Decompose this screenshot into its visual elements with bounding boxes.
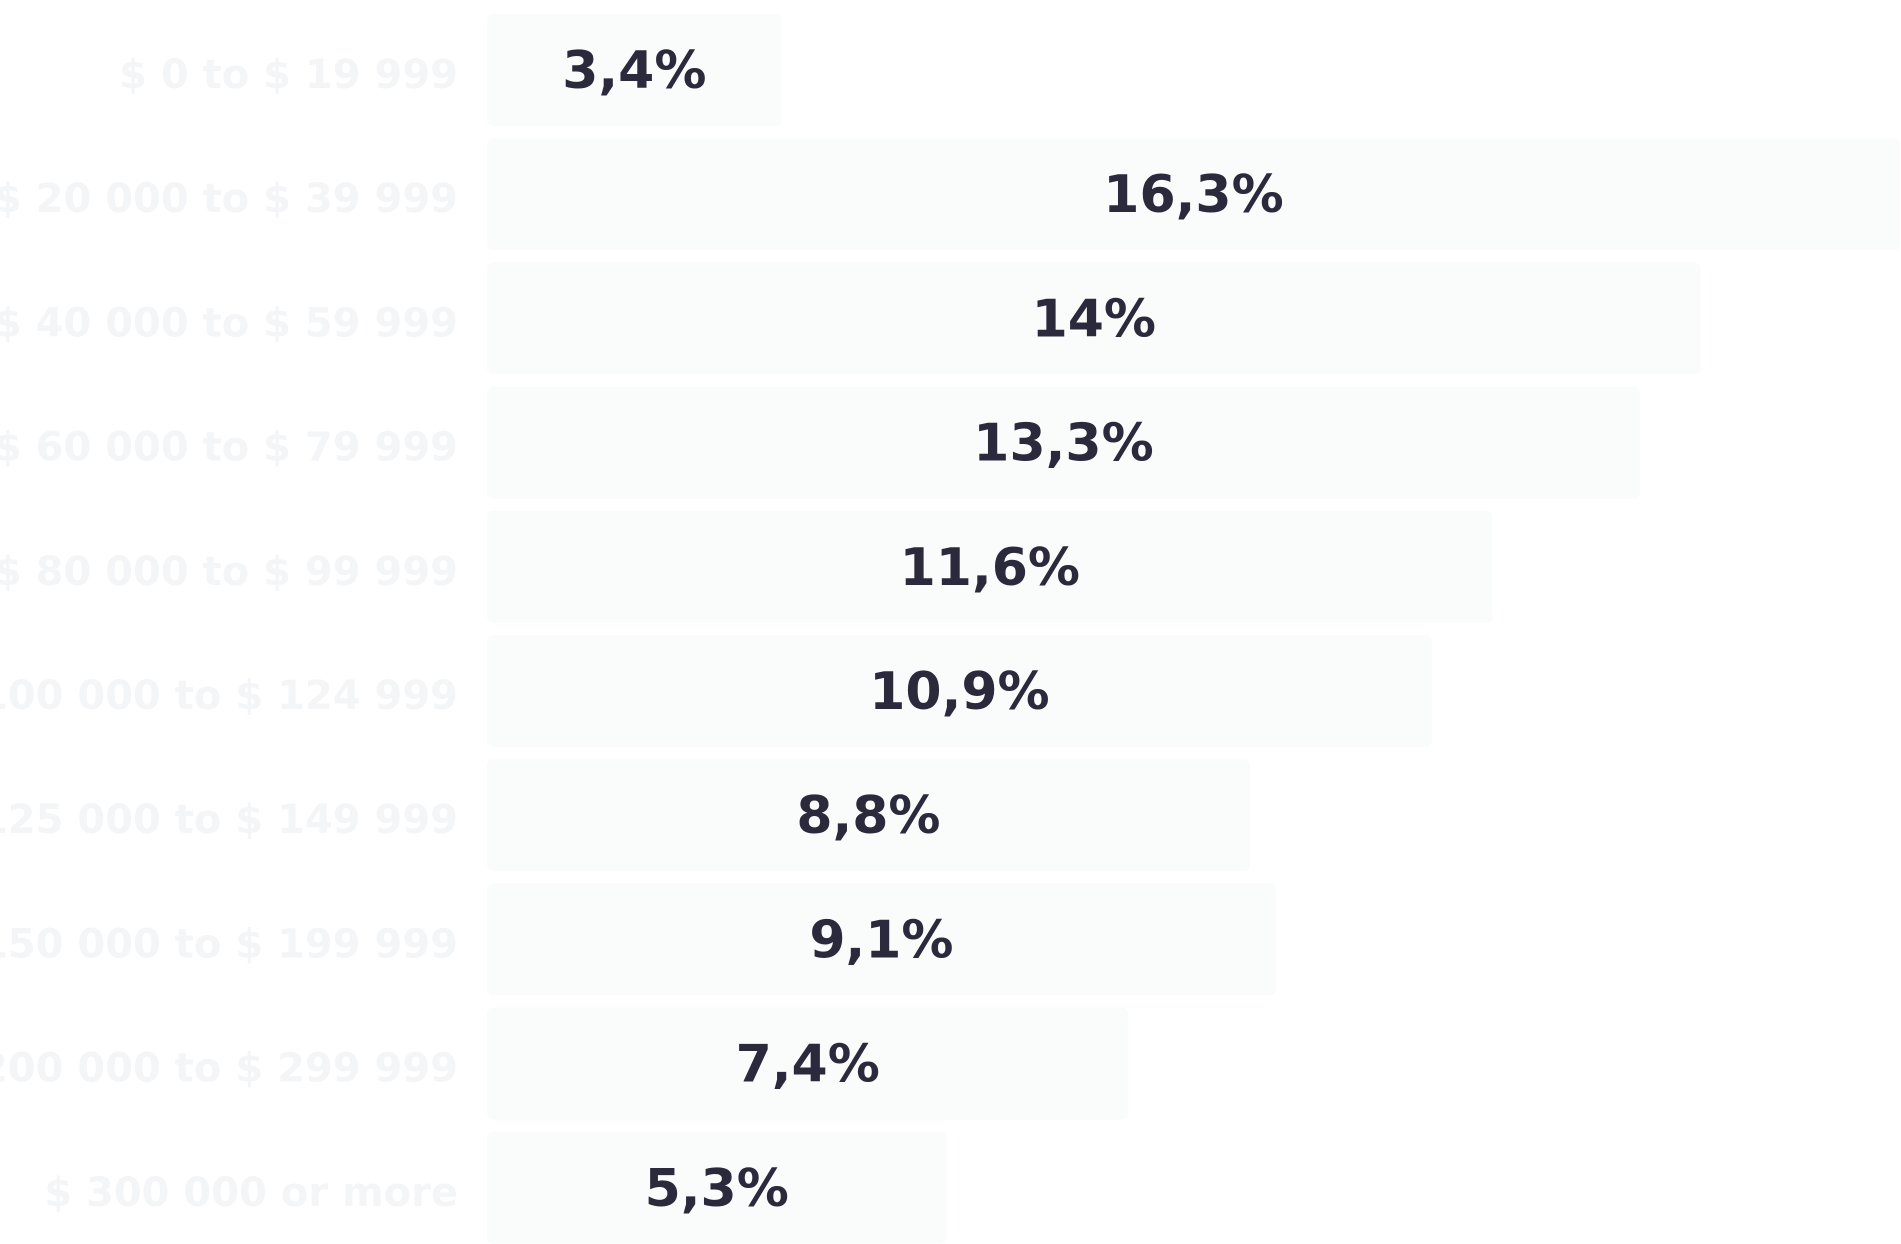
value-label-9: 5,3% <box>645 1159 789 1219</box>
category-label-5: $ 100 000 to $ 124 999 <box>0 673 458 719</box>
value-label-2: 14% <box>1032 289 1156 349</box>
value-label-6: 8,8% <box>796 786 940 846</box>
bar-6 <box>487 759 1250 872</box>
bar-8 <box>487 1007 1129 1120</box>
bar-2 <box>487 262 1701 375</box>
bar-1 <box>487 138 1900 251</box>
value-label-8: 7,4% <box>736 1035 880 1095</box>
category-label-8: $ 200 000 to $ 299 999 <box>0 1046 458 1092</box>
bar-0 <box>487 14 782 126</box>
value-label-7: 9,1% <box>809 910 953 970</box>
category-label-9: $ 300 000 or more <box>44 1170 458 1216</box>
bar-7 <box>487 883 1276 996</box>
bar-4 <box>487 510 1493 623</box>
category-label-6: $ 125 000 to $ 149 999 <box>0 797 458 843</box>
category-label-7: $ 150 000 to $ 199 999 <box>0 921 458 967</box>
category-label-1: $ 20 000 to $ 39 999 <box>0 176 458 222</box>
value-label-4: 11,6% <box>900 538 1080 598</box>
category-label-0: $ 0 to $ 19 999 <box>119 52 458 98</box>
bar-3 <box>487 386 1640 499</box>
value-label-0: 3,4% <box>562 41 706 101</box>
bar-9 <box>487 1131 947 1244</box>
bar-5 <box>487 635 1432 747</box>
value-label-3: 13,3% <box>973 414 1153 474</box>
value-label-5: 10,9% <box>869 662 1049 722</box>
category-label-3: $ 60 000 to $ 79 999 <box>0 425 458 471</box>
category-label-2: $ 40 000 to $ 59 999 <box>0 300 458 346</box>
category-label-4: $ 80 000 to $ 99 999 <box>0 549 458 595</box>
value-label-1: 16,3% <box>1103 165 1283 225</box>
